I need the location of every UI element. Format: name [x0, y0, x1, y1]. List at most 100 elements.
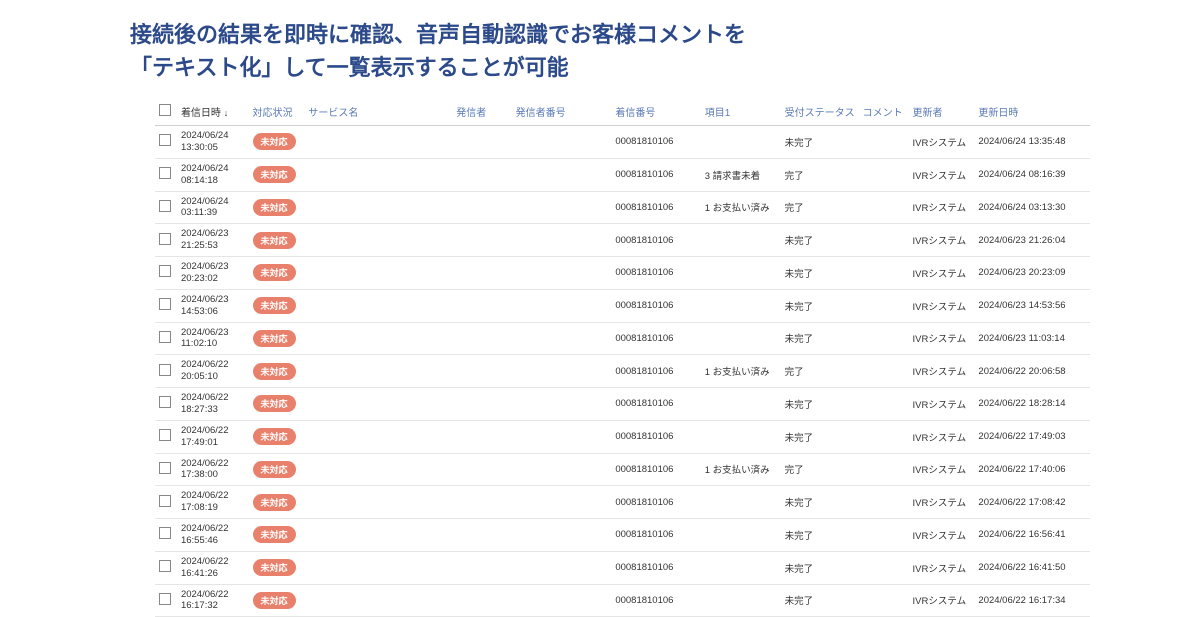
- sender-num-cell: [512, 289, 612, 322]
- service-cell: [304, 289, 452, 322]
- checkbox-icon[interactable]: [159, 560, 171, 572]
- table-row[interactable]: 2024/06/2403:11:39未対応000818101061 お支払い済み…: [155, 191, 1090, 224]
- checkbox-icon[interactable]: [159, 233, 171, 245]
- masked-box: [516, 526, 594, 540]
- col-status[interactable]: 対応状況: [249, 98, 305, 126]
- checkbox-icon[interactable]: [159, 593, 171, 605]
- inbound-num-cell: 00081810106: [611, 584, 700, 617]
- item1-cell: 3 請求書未着: [701, 158, 781, 191]
- sender-cell: [452, 486, 511, 519]
- sender-cell: [452, 224, 511, 257]
- row-checkbox-cell[interactable]: [155, 420, 177, 453]
- updater-cell: IVRシステム: [909, 355, 975, 388]
- service-cell: [304, 388, 452, 421]
- received-datetime: 2024/06/2218:27:33: [177, 388, 249, 421]
- status-badge: 未対応: [253, 363, 296, 380]
- sender-cell: [452, 453, 511, 486]
- table-row[interactable]: 2024/06/2311:02:10未対応00081810106未完了IVRシス…: [155, 322, 1090, 355]
- received-datetime: 2024/06/2408:14:18: [177, 158, 249, 191]
- checkbox-icon[interactable]: [159, 200, 171, 212]
- table-row[interactable]: 2024/06/2217:49:01未対応00081810106未完了IVRシス…: [155, 420, 1090, 453]
- results-table: 着信日時 ↓ 対応状況 サービス名 発信者 発信者番号 着信番号 項目1 受付ス…: [155, 98, 1090, 617]
- masked-box: [516, 166, 594, 180]
- sender-cell: [452, 420, 511, 453]
- col-updater[interactable]: 更新者: [909, 98, 975, 126]
- status-badge: 未対応: [253, 461, 296, 478]
- checkbox-icon[interactable]: [159, 134, 171, 146]
- inbound-num-cell: 00081810106: [611, 322, 700, 355]
- status-badge: 未対応: [253, 592, 296, 609]
- col-service[interactable]: サービス名: [304, 98, 452, 126]
- table-row[interactable]: 2024/06/2408:14:18未対応000818101063 請求書未着完…: [155, 158, 1090, 191]
- row-checkbox-cell[interactable]: [155, 322, 177, 355]
- masked-box: [516, 232, 594, 246]
- service-cell: [304, 355, 452, 388]
- checkbox-icon[interactable]: [159, 462, 171, 474]
- row-checkbox-cell[interactable]: [155, 551, 177, 584]
- comment-cell: [859, 257, 909, 290]
- checkbox-icon[interactable]: [159, 527, 171, 539]
- sender-num-cell: [512, 388, 612, 421]
- checkbox-icon[interactable]: [159, 495, 171, 507]
- checkbox-icon[interactable]: [159, 104, 171, 116]
- table-row[interactable]: 2024/06/2216:17:32未対応00081810106未完了IVRシス…: [155, 584, 1090, 617]
- status-cell: 未対応: [249, 519, 305, 552]
- service-cell: [304, 420, 452, 453]
- inbound-num-cell: 00081810106: [611, 388, 700, 421]
- table-row[interactable]: 2024/06/2321:25:53未対応00081810106未完了IVRシス…: [155, 224, 1090, 257]
- col-sender-num[interactable]: 発信者番号: [512, 98, 612, 126]
- checkbox-icon[interactable]: [159, 167, 171, 179]
- checkbox-icon[interactable]: [159, 331, 171, 343]
- col-received[interactable]: 着信日時 ↓: [177, 98, 249, 126]
- table-row[interactable]: 2024/06/2413:30:05未対応00081810106未完了IVRシス…: [155, 126, 1090, 159]
- row-checkbox-cell[interactable]: [155, 519, 177, 552]
- row-checkbox-cell[interactable]: [155, 289, 177, 322]
- service-cell: [304, 584, 452, 617]
- row-checkbox-cell[interactable]: [155, 191, 177, 224]
- row-checkbox-cell[interactable]: [155, 158, 177, 191]
- masked-box: [516, 133, 594, 147]
- reception-cell: 完了: [781, 355, 859, 388]
- col-sender[interactable]: 発信者: [452, 98, 511, 126]
- row-checkbox-cell[interactable]: [155, 453, 177, 486]
- updater-cell: IVRシステム: [909, 453, 975, 486]
- checkbox-icon[interactable]: [159, 429, 171, 441]
- col-select-all[interactable]: [155, 98, 177, 126]
- row-checkbox-cell[interactable]: [155, 388, 177, 421]
- sender-num-cell: [512, 191, 612, 224]
- row-checkbox-cell[interactable]: [155, 126, 177, 159]
- col-item1[interactable]: 項目1: [701, 98, 781, 126]
- row-checkbox-cell[interactable]: [155, 224, 177, 257]
- col-comment[interactable]: コメント: [859, 98, 909, 126]
- updater-cell: IVRシステム: [909, 551, 975, 584]
- masked-box: [516, 264, 594, 278]
- col-reception[interactable]: 受付ステータス: [781, 98, 859, 126]
- checkbox-icon[interactable]: [159, 396, 171, 408]
- checkbox-icon[interactable]: [159, 364, 171, 376]
- reception-cell: 未完了: [781, 584, 859, 617]
- inbound-num-cell: 00081810106: [611, 224, 700, 257]
- checkbox-icon[interactable]: [159, 265, 171, 277]
- sender-num-cell: [512, 158, 612, 191]
- sender-num-cell: [512, 420, 612, 453]
- col-inbound-num[interactable]: 着信番号: [611, 98, 700, 126]
- table-row[interactable]: 2024/06/2314:53:06未対応00081810106未完了IVRシス…: [155, 289, 1090, 322]
- row-checkbox-cell[interactable]: [155, 486, 177, 519]
- reception-cell: 未完了: [781, 126, 859, 159]
- table-row[interactable]: 2024/06/2216:55:46未対応00081810106未完了IVRシス…: [155, 519, 1090, 552]
- updater-cell: IVRシステム: [909, 158, 975, 191]
- col-updated[interactable]: 更新日時: [974, 98, 1090, 126]
- table-row[interactable]: 2024/06/2217:08:19未対応00081810106未完了IVRシス…: [155, 486, 1090, 519]
- table-row[interactable]: 2024/06/2216:41:26未対応00081810106未完了IVRシス…: [155, 551, 1090, 584]
- table-row[interactable]: 2024/06/2217:38:00未対応000818101061 お支払い済み…: [155, 453, 1090, 486]
- table-row[interactable]: 2024/06/2320:23:02未対応00081810106未完了IVRシス…: [155, 257, 1090, 290]
- sender-cell: [452, 158, 511, 191]
- checkbox-icon[interactable]: [159, 298, 171, 310]
- row-checkbox-cell[interactable]: [155, 584, 177, 617]
- table-row[interactable]: 2024/06/2218:27:33未対応00081810106未完了IVRシス…: [155, 388, 1090, 421]
- row-checkbox-cell[interactable]: [155, 257, 177, 290]
- table-row[interactable]: 2024/06/2220:05:10未対応000818101061 お支払い済み…: [155, 355, 1090, 388]
- received-datetime: 2024/06/2321:25:53: [177, 224, 249, 257]
- row-checkbox-cell[interactable]: [155, 355, 177, 388]
- reception-cell: 未完了: [781, 289, 859, 322]
